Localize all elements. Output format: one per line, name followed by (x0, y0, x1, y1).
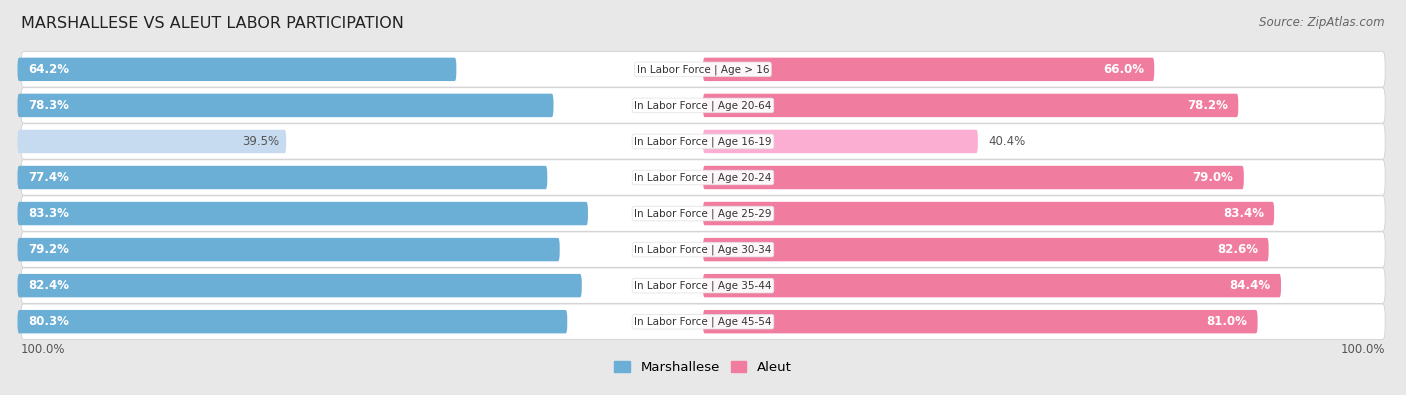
FancyBboxPatch shape (703, 58, 1154, 81)
Text: 40.4%: 40.4% (988, 135, 1025, 148)
Text: 79.2%: 79.2% (28, 243, 69, 256)
Text: 66.0%: 66.0% (1102, 63, 1144, 76)
Text: 82.6%: 82.6% (1218, 243, 1258, 256)
FancyBboxPatch shape (17, 94, 554, 117)
FancyBboxPatch shape (17, 130, 287, 153)
FancyBboxPatch shape (703, 202, 1274, 225)
Text: 77.4%: 77.4% (28, 171, 69, 184)
Text: In Labor Force | Age 20-24: In Labor Force | Age 20-24 (634, 172, 772, 183)
Text: 83.3%: 83.3% (28, 207, 69, 220)
Text: In Labor Force | Age 25-29: In Labor Force | Age 25-29 (634, 208, 772, 219)
Text: In Labor Force | Age > 16: In Labor Force | Age > 16 (637, 64, 769, 75)
FancyBboxPatch shape (703, 310, 1257, 333)
FancyBboxPatch shape (21, 232, 1385, 267)
Text: In Labor Force | Age 16-19: In Labor Force | Age 16-19 (634, 136, 772, 147)
FancyBboxPatch shape (17, 58, 457, 81)
FancyBboxPatch shape (21, 88, 1385, 123)
FancyBboxPatch shape (21, 124, 1385, 159)
FancyBboxPatch shape (703, 166, 1244, 189)
FancyBboxPatch shape (21, 196, 1385, 231)
Text: In Labor Force | Age 35-44: In Labor Force | Age 35-44 (634, 280, 772, 291)
FancyBboxPatch shape (17, 310, 567, 333)
FancyBboxPatch shape (17, 238, 560, 261)
FancyBboxPatch shape (703, 238, 1268, 261)
FancyBboxPatch shape (21, 52, 1385, 87)
Text: 64.2%: 64.2% (28, 63, 69, 76)
FancyBboxPatch shape (21, 268, 1385, 303)
Text: 100.0%: 100.0% (21, 342, 66, 356)
Text: 78.3%: 78.3% (28, 99, 69, 112)
Legend: Marshallese, Aleut: Marshallese, Aleut (609, 356, 797, 379)
FancyBboxPatch shape (703, 130, 979, 153)
Text: 78.2%: 78.2% (1187, 99, 1227, 112)
FancyBboxPatch shape (21, 304, 1385, 339)
Text: 84.4%: 84.4% (1230, 279, 1271, 292)
Text: In Labor Force | Age 30-34: In Labor Force | Age 30-34 (634, 245, 772, 255)
Text: 79.0%: 79.0% (1192, 171, 1233, 184)
Text: MARSHALLESE VS ALEUT LABOR PARTICIPATION: MARSHALLESE VS ALEUT LABOR PARTICIPATION (21, 16, 404, 31)
Text: 81.0%: 81.0% (1206, 315, 1247, 328)
FancyBboxPatch shape (703, 274, 1281, 297)
FancyBboxPatch shape (17, 202, 588, 225)
FancyBboxPatch shape (17, 166, 547, 189)
Text: 39.5%: 39.5% (242, 135, 280, 148)
Text: 80.3%: 80.3% (28, 315, 69, 328)
FancyBboxPatch shape (703, 94, 1239, 117)
Text: Source: ZipAtlas.com: Source: ZipAtlas.com (1260, 16, 1385, 29)
Text: 100.0%: 100.0% (1340, 342, 1385, 356)
Text: 82.4%: 82.4% (28, 279, 69, 292)
Text: 83.4%: 83.4% (1223, 207, 1264, 220)
Text: In Labor Force | Age 20-64: In Labor Force | Age 20-64 (634, 100, 772, 111)
Text: In Labor Force | Age 45-54: In Labor Force | Age 45-54 (634, 316, 772, 327)
FancyBboxPatch shape (17, 274, 582, 297)
FancyBboxPatch shape (21, 160, 1385, 195)
